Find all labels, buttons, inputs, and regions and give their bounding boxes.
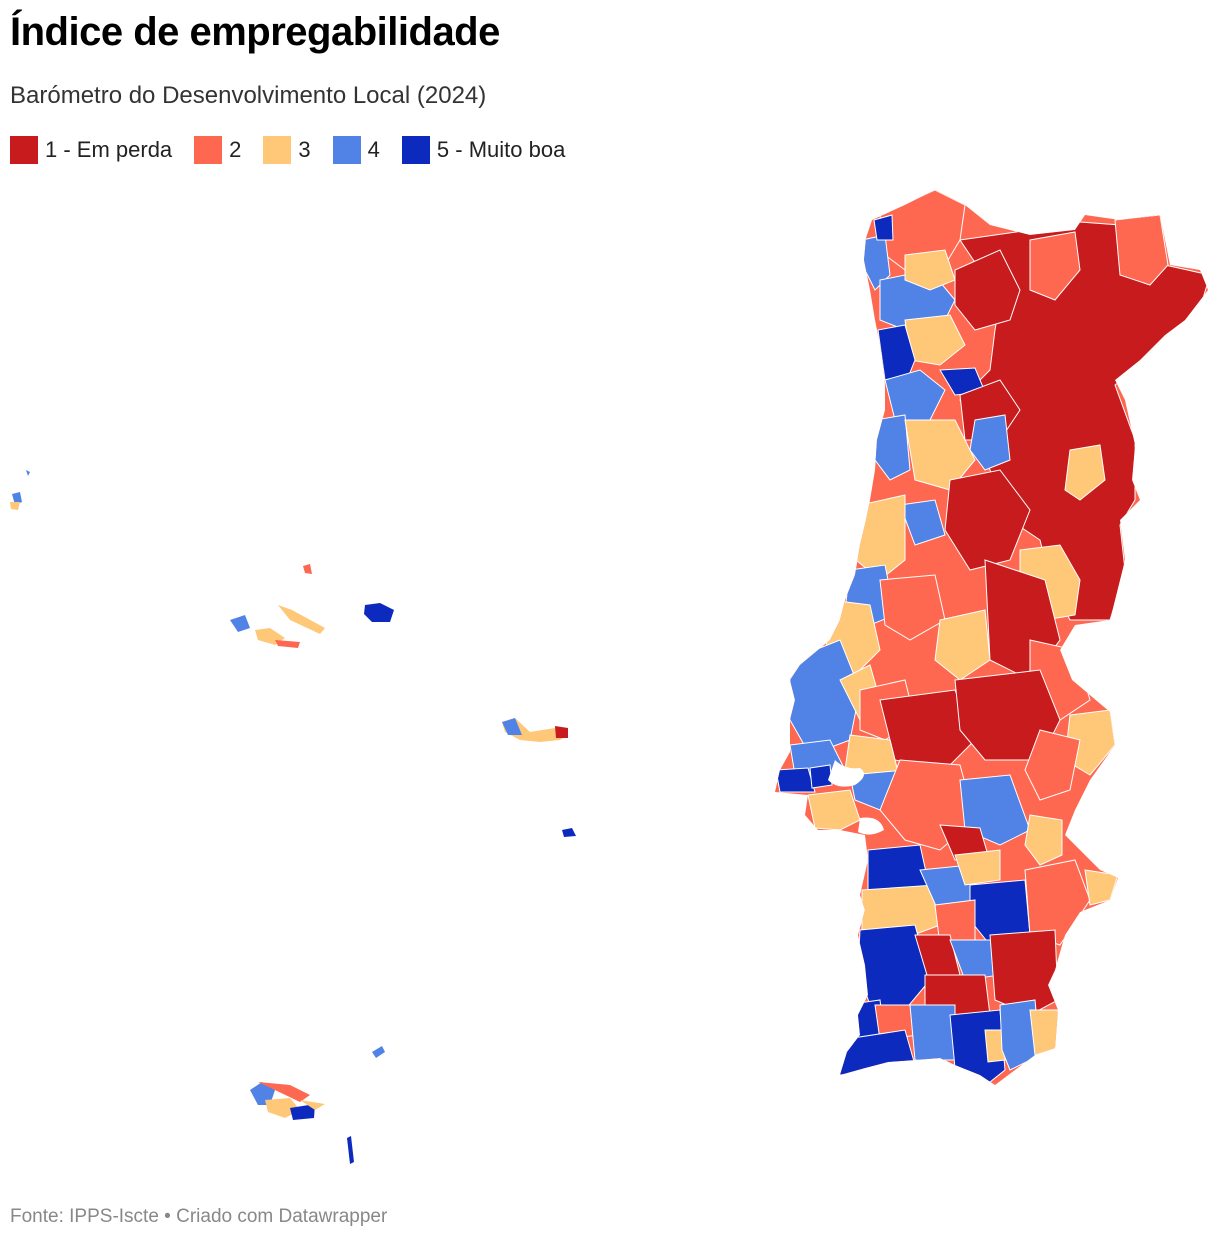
region-lagos[interactable] [839, 1029, 916, 1076]
region-vrsa[interactable] [1029, 1009, 1059, 1056]
region-estremoz[interactable] [1024, 814, 1063, 866]
madeira-islands [250, 1046, 385, 1164]
region-portalegre[interactable] [1024, 729, 1081, 801]
region-lousa[interactable] [934, 609, 991, 681]
legend: 1 - Em perda 2 3 4 5 - Muito boa [10, 136, 565, 164]
sado-estuary [858, 817, 884, 835]
region-lamego[interactable] [969, 414, 1011, 471]
legend-item-5: 5 - Muito boa [401, 136, 566, 164]
choropleth-map[interactable] [0, 170, 1220, 1190]
island-madeira-west[interactable] [250, 1082, 275, 1105]
legend-swatch-2 [194, 136, 223, 164]
island-corvo[interactable] [26, 470, 30, 476]
island-flores-south[interactable] [10, 502, 20, 510]
region-viseu[interactable] [899, 499, 946, 546]
region-valenca[interactable] [873, 214, 894, 241]
source-footer: Fonte: IPPS-Iscte • Criado com Datawrapp… [10, 1206, 388, 1227]
legend-item-3: 3 [263, 136, 311, 164]
mainland-regions [775, 190, 1208, 1085]
legend-item-2: 2 [194, 136, 241, 164]
region-ponte-lima[interactable] [904, 249, 956, 291]
legend-label-5: 5 - Muito boa [436, 137, 566, 162]
island-flores[interactable] [12, 492, 22, 505]
region-serpa[interactable] [1084, 869, 1119, 906]
region-tavira[interactable] [999, 999, 1041, 1071]
region-grandola[interactable] [861, 884, 941, 941]
region-cascais[interactable] [775, 767, 816, 793]
legend-swatch-4 [332, 136, 361, 164]
island-faial[interactable] [230, 615, 250, 632]
island-porto-santo[interactable] [372, 1046, 385, 1058]
island-sao-miguel[interactable] [502, 718, 568, 742]
region-vidigueira[interactable] [954, 849, 1001, 886]
island-sao-miguel-east[interactable] [555, 726, 568, 738]
island-sao-miguel-west[interactable] [502, 718, 522, 735]
legend-item-1: 1 - Em perda [10, 136, 172, 164]
island-santa-maria[interactable] [562, 828, 576, 837]
region-setubal-peninsula[interactable] [807, 789, 861, 831]
legend-item-4: 4 [332, 136, 380, 164]
region-braganca[interactable] [1114, 214, 1169, 286]
legend-label-1: 1 - Em perda [45, 137, 173, 162]
azores-islands [10, 470, 576, 837]
island-madeira-funchal[interactable] [290, 1104, 315, 1120]
chart-subtitle: Barómetro do Desenvolvimento Local (2024… [10, 82, 487, 109]
legend-label-4: 4 [367, 137, 380, 162]
region-ovar[interactable] [904, 419, 976, 491]
island-madeira-east[interactable] [300, 1100, 325, 1110]
region-mirandela[interactable] [1029, 231, 1081, 301]
legend-label-2: 2 [229, 137, 242, 162]
region-viseu-red[interactable] [944, 469, 1031, 571]
chart-title: Índice de empregabilidade [10, 10, 500, 54]
region-pombal[interactable] [879, 574, 946, 641]
region-lisboa[interactable] [809, 764, 833, 789]
region-loule[interactable] [949, 1009, 1006, 1083]
island-sao-jorge[interactable] [278, 605, 325, 634]
tagus-estuary [828, 760, 864, 787]
region-sao-bras[interactable] [984, 1029, 1006, 1063]
legend-label-3: 3 [298, 137, 311, 162]
island-graciosa[interactable] [303, 564, 312, 574]
region-silves[interactable] [909, 1004, 956, 1061]
region-northwest-red[interactable] [954, 249, 1021, 331]
island-terceira[interactable] [364, 603, 394, 622]
region-gaia[interactable] [884, 369, 946, 421]
island-pico-east[interactable] [275, 640, 300, 648]
island-desertas[interactable] [347, 1136, 354, 1164]
legend-swatch-3 [263, 136, 292, 164]
region-mertola[interactable] [989, 929, 1059, 1016]
legend-swatch-5 [401, 136, 430, 164]
region-macedo[interactable] [1064, 444, 1106, 501]
island-madeira-north[interactable] [258, 1082, 310, 1102]
legend-swatch-1 [10, 136, 38, 164]
